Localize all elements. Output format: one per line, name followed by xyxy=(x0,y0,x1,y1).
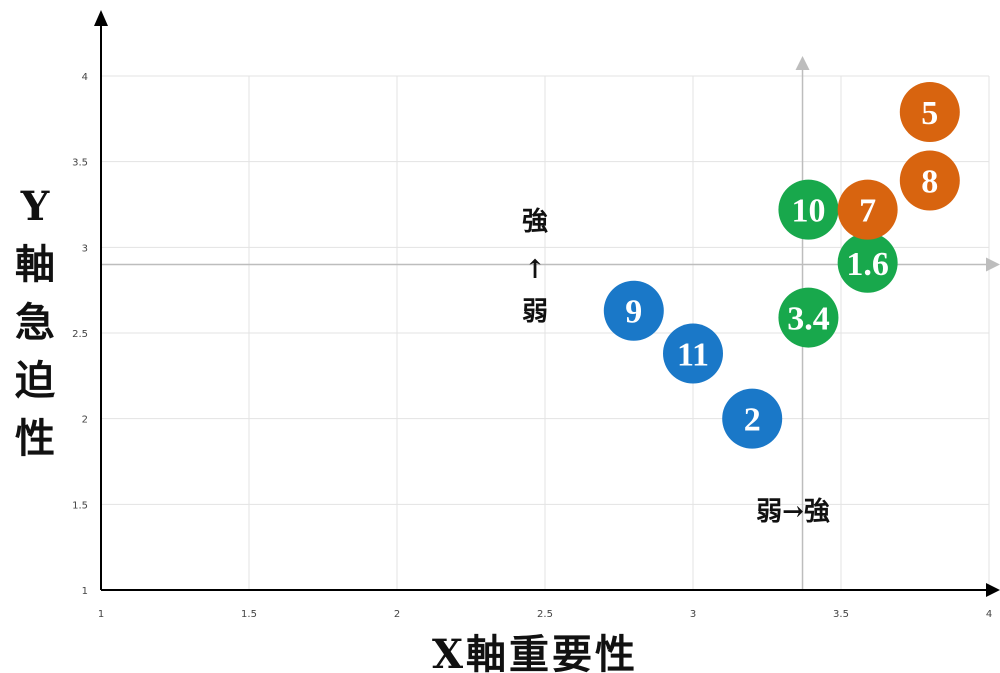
x-tick-label: 3 xyxy=(690,609,696,620)
data-point-label: 11 xyxy=(677,337,709,374)
data-point-label: 1.6 xyxy=(846,246,889,283)
vertical-annotation-line: 強 xyxy=(522,207,548,237)
axes xyxy=(94,10,1000,597)
data-point xyxy=(778,179,839,240)
y-axis-arrowhead xyxy=(94,10,108,26)
data-point xyxy=(837,232,898,293)
grid-lines xyxy=(101,75,990,590)
y-tick-label: 2 xyxy=(82,415,88,426)
y-axis-title: Y 軸急迫性 xyxy=(15,183,55,462)
vertical-annotation-line: 弱 xyxy=(522,297,548,327)
y-axis-title-char: 急 xyxy=(15,299,55,346)
data-point xyxy=(899,150,960,211)
data-point xyxy=(778,287,839,348)
data-point-label: 3.4 xyxy=(787,301,830,338)
data-point xyxy=(603,280,664,341)
data-point xyxy=(899,81,960,142)
data-points: 9 11 2 10 1.6 3.4 5 8 7 xyxy=(603,81,960,449)
y-tick-label: 1.5 xyxy=(72,500,88,511)
data-point xyxy=(837,179,898,240)
y-axis-title-char: 軸 xyxy=(15,241,55,288)
tick-labels: 1 1.5 2 2.5 3 3.5 4 1 1.5 2 2.5 3 3.5 4 xyxy=(72,72,992,620)
x-tick-label: 2.5 xyxy=(537,609,553,620)
quadrant-horizontal-arrowhead xyxy=(986,257,1000,272)
vertical-annotation: 強 ↑ 弱 xyxy=(522,207,548,327)
data-point-label: 8 xyxy=(921,164,938,201)
y-axis-title-char: Y xyxy=(20,183,50,230)
y-tick-label: 4 xyxy=(82,72,88,83)
data-point-label: 9 xyxy=(625,294,642,331)
x-axis-title: X軸重要性 xyxy=(432,631,638,673)
data-point xyxy=(722,388,783,449)
data-point-label: 7 xyxy=(859,193,876,230)
x-tick-label: 3.5 xyxy=(833,609,849,620)
vertical-annotation-line: ↑ xyxy=(524,255,546,285)
y-tick-label: 3 xyxy=(82,243,88,254)
data-point-label: 10 xyxy=(791,193,825,230)
y-axis-title-char: 迫 xyxy=(15,357,55,404)
y-tick-label: 3.5 xyxy=(72,158,88,169)
y-tick-label: 2.5 xyxy=(72,329,88,340)
x-tick-label: 2 xyxy=(394,609,400,620)
x-tick-label: 4 xyxy=(986,609,992,620)
quadrant-vertical-arrowhead xyxy=(795,56,810,70)
horizontal-annotation: 弱→強 xyxy=(756,497,830,527)
data-point xyxy=(663,323,723,384)
x-tick-label: 1.5 xyxy=(241,609,257,620)
data-point-label: 5 xyxy=(921,95,938,132)
y-tick-label: 1 xyxy=(82,586,88,597)
y-axis-title-char: 性 xyxy=(15,415,55,462)
x-axis-arrowhead xyxy=(986,583,1000,597)
data-point-label: 2 xyxy=(744,402,761,439)
quadrant-lines xyxy=(101,56,1000,590)
x-tick-label: 1 xyxy=(98,609,104,620)
